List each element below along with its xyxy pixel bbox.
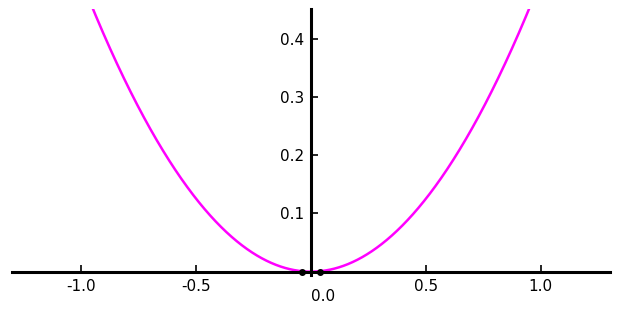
Text: 0.0: 0.0 <box>311 289 335 304</box>
